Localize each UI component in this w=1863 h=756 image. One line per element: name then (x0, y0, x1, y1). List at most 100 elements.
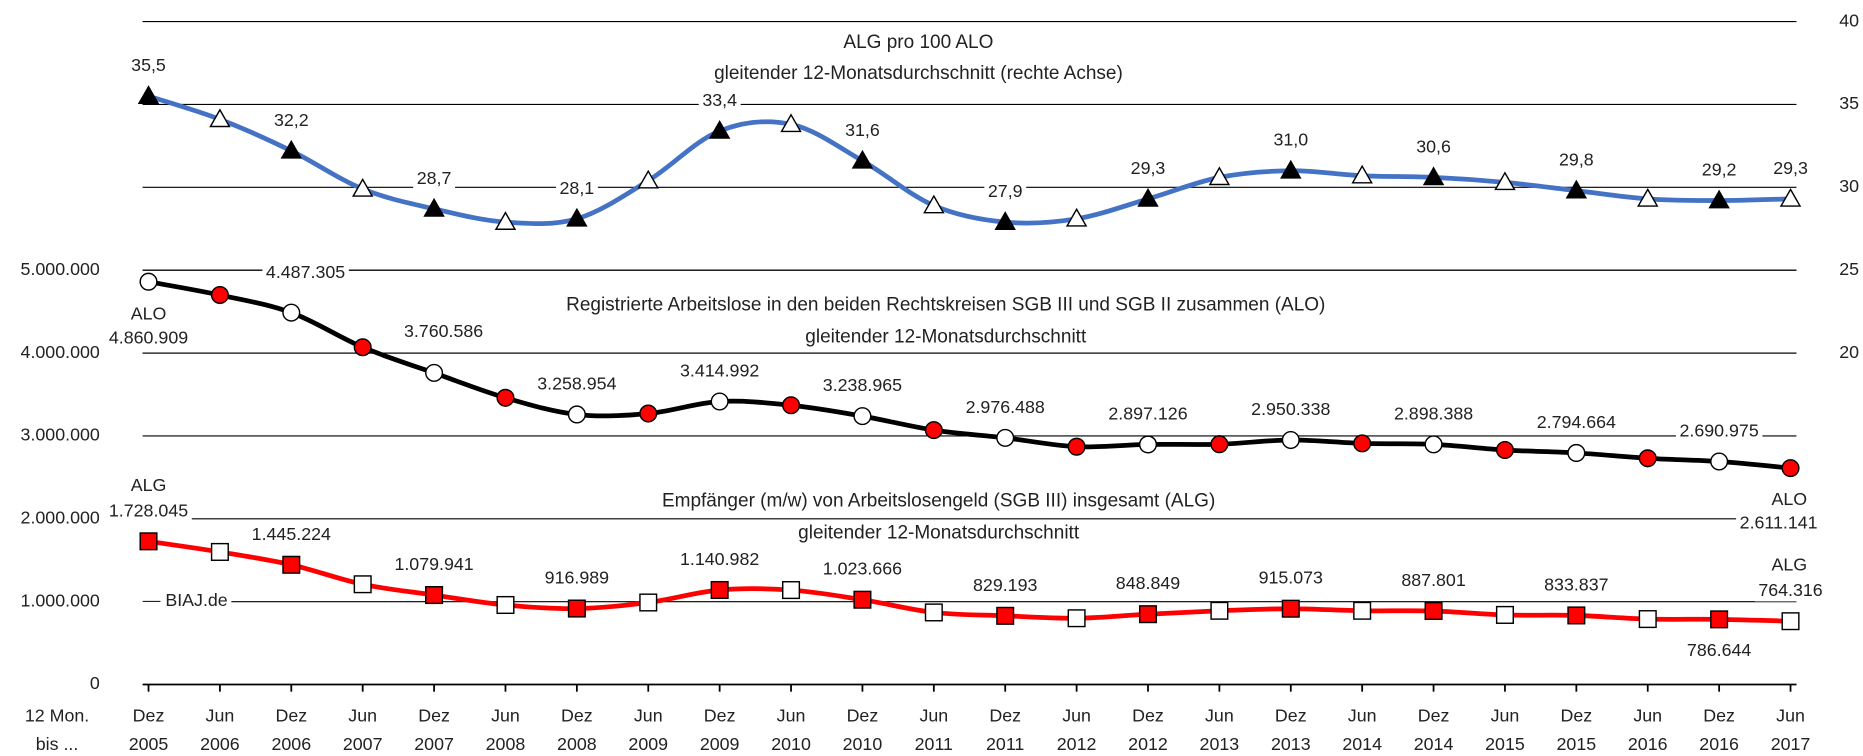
annotation: ALG (131, 475, 167, 495)
marker (494, 211, 517, 230)
marker (1351, 164, 1373, 184)
data-label: 29,3 (1773, 158, 1808, 178)
data-label-bg (262, 260, 349, 284)
data-label: 35,5 (131, 55, 166, 75)
data-label-bg (676, 547, 763, 571)
data-label: 2.897.126 (1108, 403, 1187, 423)
x-tick-label: Dez 2013 (1270, 705, 1311, 755)
marker (1495, 605, 1514, 624)
marker (282, 303, 301, 322)
data-label-bg (1112, 572, 1184, 595)
x-tick-label: Dez 2006 (271, 705, 312, 755)
x-tick-label: Jun 2010 (771, 706, 811, 755)
x-tick-label: Dez 2014 (1414, 706, 1454, 755)
data-label-bg (1698, 158, 1741, 181)
data-label-bg (1104, 402, 1192, 425)
x-tick-text: Jun 2012 (1056, 705, 1097, 755)
marker (1281, 599, 1300, 618)
x-tick-label: Dez 2007 (414, 706, 454, 755)
marker (1424, 601, 1443, 620)
marker (1210, 601, 1229, 620)
data-label: 3.760.586 (404, 321, 483, 341)
x-tick-label: Jun 2015 (1485, 706, 1525, 755)
data-label: 1.079.941 (394, 554, 473, 574)
data-label: 2.611.141 (1740, 513, 1818, 533)
marker (994, 211, 1016, 230)
data-label-bg (819, 373, 906, 397)
data-label-bg (127, 53, 170, 77)
data-label-bg (248, 522, 335, 545)
x-tick-text: Jun 2016 (1627, 705, 1668, 755)
x-tick-label: Dez 2010 (842, 705, 883, 755)
marker (567, 599, 586, 618)
x-tick-text: Dez 2010 (842, 705, 883, 755)
annotation-bg (127, 302, 170, 325)
x-tick-text: Dez 2012 (1128, 705, 1168, 755)
data-label: 2.950.338 (1251, 399, 1330, 419)
x-tick-text: Dez 2013 (1270, 705, 1311, 755)
marker (353, 338, 372, 357)
marker (1637, 187, 1659, 207)
marker (496, 595, 515, 615)
x-tick-text: Dez 2006 (271, 705, 312, 755)
x-tick-label: Jun 2013 (1199, 705, 1240, 755)
data-label: 29,3 (1131, 158, 1166, 178)
x-tick-text: Jun 2006 (200, 705, 240, 755)
y2-tick-label: 30 (1839, 176, 1859, 196)
data-label-bg (413, 166, 456, 190)
data-label: 848.849 (1116, 573, 1180, 593)
x-tick-label: Jun 2011 (915, 706, 953, 755)
data-label: 3.238.965 (823, 375, 902, 395)
y-tick-label: 2.000.000 (21, 507, 100, 527)
marker (996, 428, 1015, 447)
marker (1281, 431, 1300, 450)
marker (1567, 606, 1586, 625)
x-tick-label: Jun 2014 (1342, 706, 1382, 755)
x-tick-text: Dez 2009 (699, 705, 740, 755)
marker (425, 363, 444, 382)
marker (1567, 443, 1586, 462)
marker (566, 207, 588, 227)
data-label: 2.976.488 (966, 397, 1045, 417)
marker (1353, 434, 1372, 453)
data-label: 1.728.045 (109, 500, 188, 520)
data-label-bg (533, 372, 621, 395)
marker (1494, 171, 1516, 191)
marker (710, 580, 729, 600)
x-tick-label: Dez 2011 (986, 706, 1024, 755)
x-tick-label: Dez 2008 (557, 706, 597, 755)
data-label: 4.487.305 (266, 262, 345, 282)
marker (1208, 166, 1231, 186)
data-label-bg (1269, 128, 1312, 151)
data-label-bg (1255, 566, 1327, 589)
data-label-bg (1127, 156, 1169, 180)
marker (1138, 605, 1158, 624)
annotation-bg (794, 521, 1084, 545)
data-label-bg (1397, 568, 1470, 592)
data-label: 915.073 (1259, 568, 1323, 588)
data-label-bg (1754, 579, 1827, 602)
x-tick-text: Jun 2017 (1770, 705, 1811, 755)
data-label: 786.644 (1687, 640, 1751, 660)
marker (567, 405, 586, 424)
x-tick-label: Jun 2016 (1627, 705, 1668, 755)
x-tick-label: Dez 2012 (1128, 705, 1168, 755)
marker (209, 108, 231, 128)
annotation: gleitender 12-Monatsdurchschnitt (798, 523, 1080, 544)
marker (1065, 207, 1088, 227)
annotation-bg (1767, 487, 1811, 511)
marker (1067, 609, 1086, 628)
annotation: Empfänger (m/w) von Arbeitslosengeld (SG… (662, 491, 1215, 512)
marker (924, 603, 943, 622)
marker (137, 85, 160, 104)
marker (210, 542, 229, 561)
data-label: 31,0 (1273, 130, 1308, 150)
marker (353, 575, 372, 594)
data-label: 3.258.954 (537, 373, 616, 393)
data-label: 28,7 (417, 168, 452, 188)
annotation: — BIAJ.de (143, 590, 228, 610)
marker (780, 113, 802, 133)
marker (1708, 189, 1730, 209)
data-label-bg (1533, 410, 1620, 434)
x-tick-text: Jun 2013 (1199, 705, 1240, 755)
